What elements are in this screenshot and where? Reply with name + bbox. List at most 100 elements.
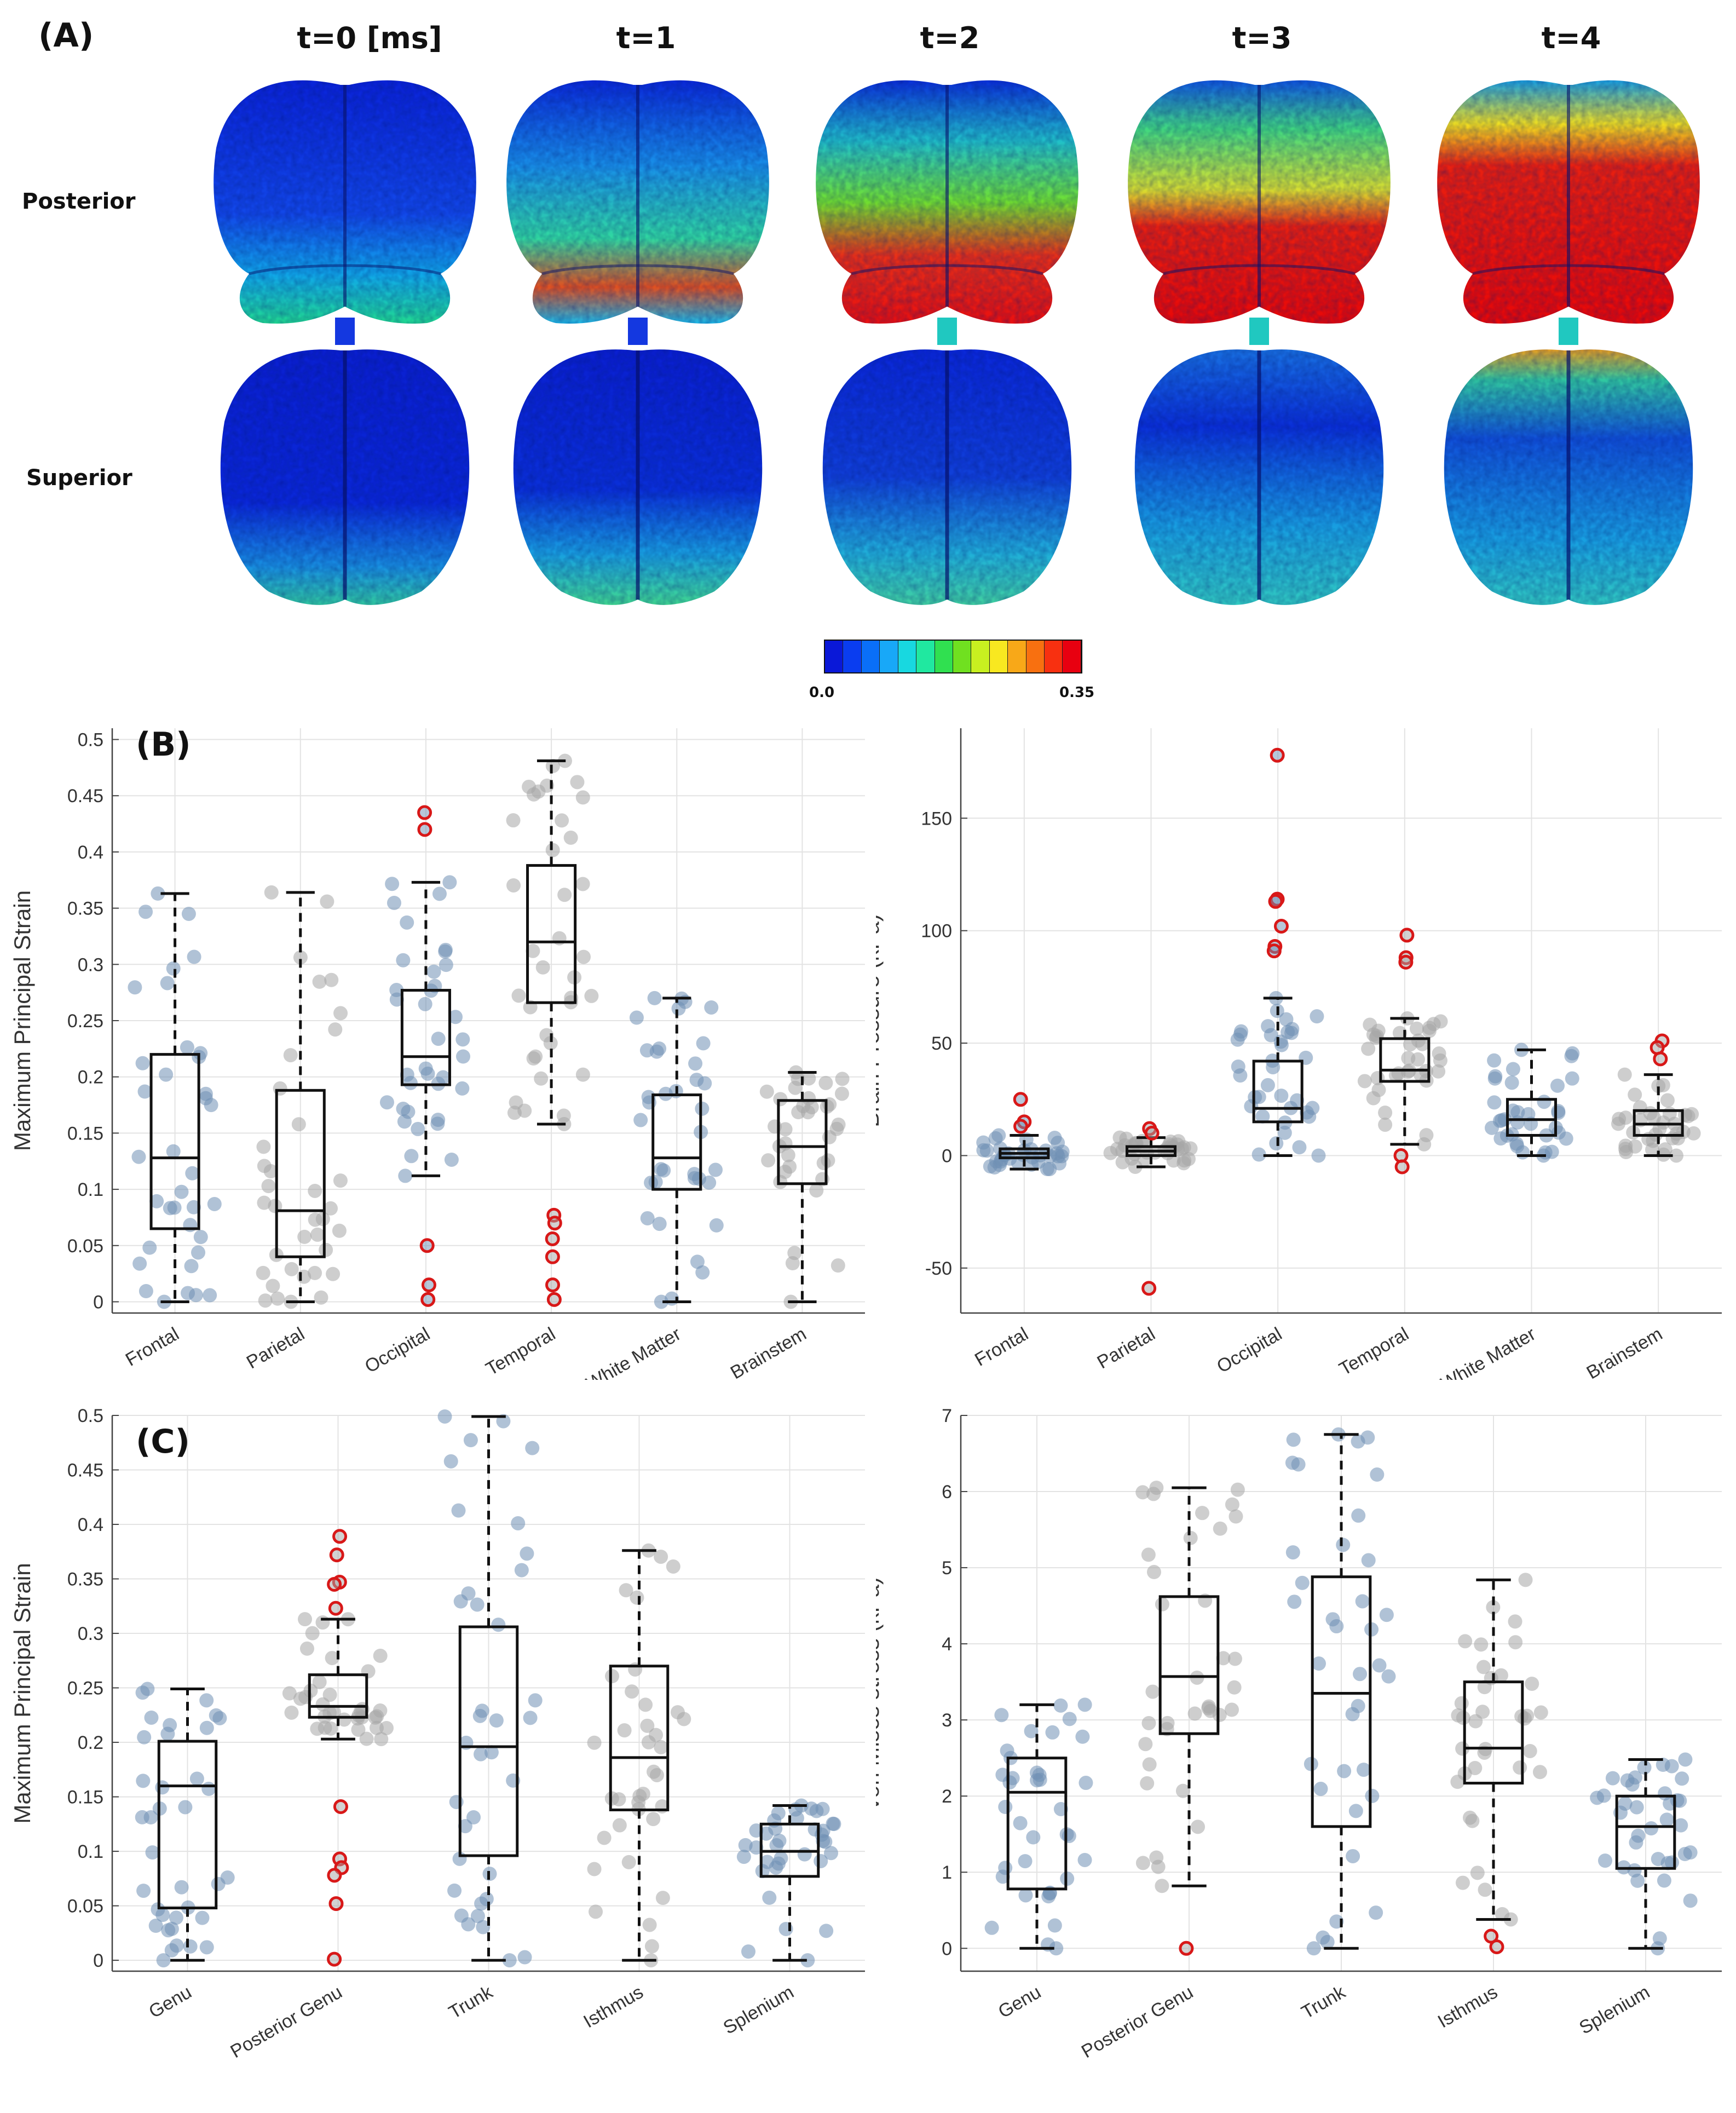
data-point [688, 1056, 703, 1071]
data-point [181, 906, 196, 921]
data-point [151, 886, 165, 901]
data-point [256, 1139, 271, 1154]
x-tick-label: Posterior Genu [227, 1982, 345, 2062]
data-point [174, 1184, 189, 1199]
y-axis-label: Maximum Principal Strain [9, 1563, 35, 1823]
data-point [461, 1586, 476, 1601]
colorbar [824, 640, 1082, 673]
data-point [1291, 1457, 1306, 1472]
data-point [1378, 1118, 1393, 1132]
data-point [818, 1075, 833, 1090]
data-point [1277, 1125, 1292, 1140]
box-group [1135, 1481, 1245, 1956]
data-point [400, 915, 414, 930]
data-point [151, 1902, 165, 1917]
data-point [1285, 1545, 1300, 1560]
data-point [361, 1664, 376, 1679]
data-point [576, 949, 591, 964]
data-point [1195, 1506, 1210, 1521]
data-point [778, 1122, 793, 1137]
data-point [193, 1046, 208, 1061]
data-point [514, 1563, 529, 1577]
data-point [140, 1682, 155, 1696]
data-point [379, 1095, 394, 1110]
data-point [1371, 1083, 1386, 1097]
data-point [174, 1880, 189, 1895]
outlier-point [417, 805, 432, 820]
data-point [444, 1152, 459, 1167]
data-point [128, 980, 142, 995]
data-point [324, 972, 339, 987]
data-point [1410, 1052, 1425, 1067]
data-point [638, 1697, 653, 1712]
colorbar-segment [1026, 641, 1045, 672]
outlier-point [1013, 1119, 1029, 1134]
data-point [1513, 1760, 1527, 1775]
data-point [203, 1288, 217, 1303]
data-point [1336, 1538, 1351, 1552]
data-point [1140, 1776, 1155, 1790]
data-point [1251, 1147, 1266, 1162]
data-point [1051, 1136, 1065, 1150]
data-point [690, 1254, 705, 1269]
data-point [183, 1939, 198, 1954]
data-point [639, 1043, 654, 1058]
data-point [305, 1626, 320, 1640]
data-point [1176, 1140, 1191, 1155]
data-point [646, 1812, 661, 1827]
y-tick-label: 0.5 [78, 730, 103, 751]
data-point [185, 1166, 200, 1181]
data-point [1141, 1547, 1156, 1562]
data-point [1619, 1145, 1634, 1160]
data-point [451, 1503, 466, 1518]
x-tick-label: Genu [145, 1982, 195, 2023]
y-tick-label: 100 [921, 921, 952, 942]
box-group [736, 1798, 841, 1968]
data-point [136, 1774, 151, 1788]
data-point [1400, 1064, 1415, 1079]
data-point [575, 1067, 590, 1082]
data-point [760, 1855, 775, 1869]
data-point [741, 1944, 755, 1959]
data-point [370, 1709, 384, 1724]
time-label-t2: t=2 [920, 21, 980, 55]
time-label-t1: t=1 [616, 21, 676, 55]
box-iqr [458, 1625, 519, 1857]
colorbar-segment [935, 641, 953, 672]
x-tick-label: Isthmus [580, 1982, 647, 2032]
y-tick-label: 7 [942, 1406, 952, 1426]
data-point [1388, 1068, 1403, 1083]
box-group [1611, 1033, 1701, 1163]
data-point [1565, 1071, 1579, 1086]
data-point [201, 1782, 216, 1797]
data-point [1351, 1434, 1365, 1449]
data-point [324, 1721, 338, 1736]
data-point [654, 1294, 668, 1309]
grid [961, 728, 1722, 1313]
y-tick-label: 0.15 [67, 1123, 103, 1144]
chart-b-pressure: -50 0 50 100 150 Brain Pressure (kPa) Frontal P… [876, 728, 1722, 1380]
data-point [1487, 1053, 1502, 1068]
data-point [1231, 1059, 1245, 1074]
data-point [563, 830, 578, 845]
data-point [379, 1720, 394, 1735]
data-point [314, 1290, 328, 1305]
data-point [447, 1883, 462, 1898]
y-tick-label: 0 [942, 1145, 952, 1166]
x-tick-label: Occipital [1213, 1323, 1285, 1377]
y-tick-label: 0 [942, 1938, 952, 1959]
data-point [193, 1230, 208, 1245]
data-point [1369, 1905, 1383, 1920]
data-point [149, 1194, 164, 1208]
data-point [691, 1171, 706, 1186]
data-point [1518, 1573, 1533, 1587]
data-point [1506, 1062, 1520, 1076]
data-point [270, 1291, 285, 1306]
data-point [1629, 1800, 1644, 1815]
view-label-superior: Superior [26, 465, 132, 491]
outlier-point [1141, 1281, 1157, 1296]
brain-posterior-view [1437, 80, 1700, 345]
data-point [1476, 1660, 1491, 1674]
data-point [1146, 1565, 1161, 1580]
y-tick-label: 0.45 [67, 1460, 103, 1481]
